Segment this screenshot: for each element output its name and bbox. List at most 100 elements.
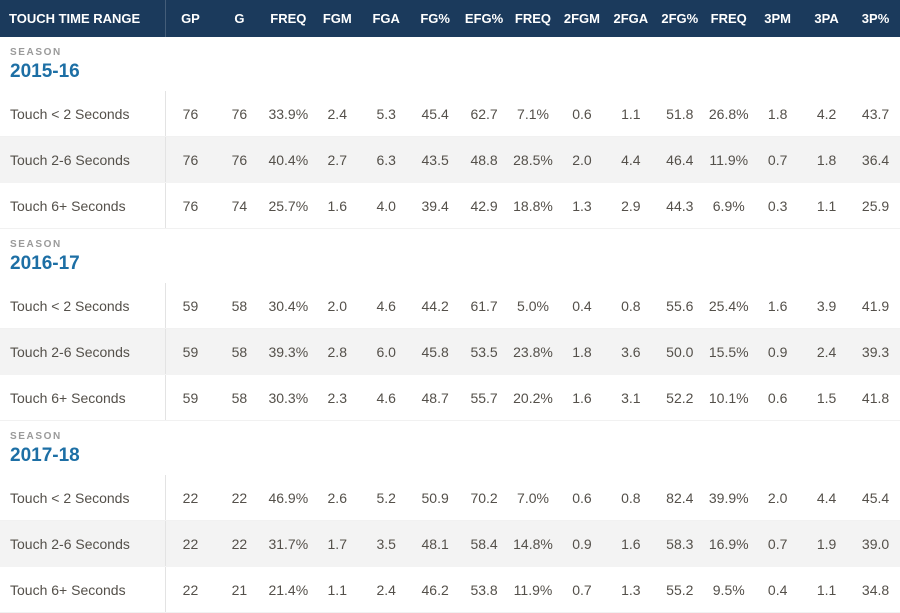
stat-value: 1.1: [621, 105, 641, 122]
stat-value: 0.7: [572, 581, 592, 598]
stat-value: 18.8%: [513, 197, 553, 214]
column-header-2fga-10[interactable]: 2FGA: [613, 11, 649, 26]
stat-value: 2.7: [327, 151, 347, 168]
table-row-touch-2-6-seconds: Touch 2-6 Seconds 59 58 39.3% 2.8 6.0 45.8 53.5…: [0, 329, 900, 375]
table-header: TOUCH TIME RANGE GP G FREQ FGM FGA FG% EFG% FREQ…: [0, 0, 900, 37]
column-header-3pa-14[interactable]: 3PA: [814, 11, 839, 26]
stat-value: 31.7%: [268, 535, 309, 552]
column-header-fg-6[interactable]: FG%: [420, 11, 450, 26]
stat-value: 5.0%: [517, 297, 549, 314]
stat-value: 1.3: [572, 197, 592, 214]
season-section-2015-16: SEASON 2015-16: [0, 37, 900, 91]
row-label: Touch 6+ Seconds: [0, 567, 166, 612]
column-header-g-2[interactable]: G: [234, 11, 245, 26]
stat-value: 30.3%: [268, 389, 309, 406]
stat-value: 58.3: [666, 535, 694, 552]
stat-value: 0.6: [767, 389, 788, 406]
stat-value: 45.4: [861, 489, 890, 506]
stat-value: 39.4: [421, 197, 449, 214]
stat-value: 55.2: [666, 581, 694, 598]
stat-value: 1.8: [816, 151, 837, 168]
stat-value: 0.7: [767, 151, 788, 168]
stat-value: 58: [231, 389, 248, 406]
stat-value: 7.0%: [517, 489, 549, 506]
stat-value: 46.4: [666, 151, 694, 168]
row-label: Touch < 2 Seconds: [0, 91, 166, 136]
stat-value: 1.3: [621, 581, 641, 598]
table-row-touch-2-6-seconds: Touch 2-6 Seconds 22 22 31.7% 1.7 3.5 48.1 58.4…: [0, 521, 900, 567]
stat-value: 3.1: [621, 389, 641, 406]
column-header-freq-8[interactable]: FREQ: [514, 11, 552, 26]
stat-value: 1.9: [816, 535, 837, 552]
table-row-touch-2-seconds: Touch < 2 Seconds 22 22 46.9% 2.6 5.2 50.9 70.2…: [0, 475, 900, 521]
stat-value: 4.0: [376, 197, 396, 214]
stat-value: 43.7: [861, 105, 890, 122]
stat-value: 28.5%: [513, 151, 553, 168]
table-body: SEASON 2015-16 Touch < 2 Seconds 76 76 33.9% 2…: [0, 37, 900, 613]
column-header-3p-15[interactable]: 3P%: [861, 11, 890, 26]
stat-value: 55.7: [470, 389, 498, 406]
stat-value: 40.4%: [268, 151, 309, 168]
stat-value: 0.4: [767, 581, 788, 598]
column-header-freq-3[interactable]: FREQ: [270, 11, 307, 26]
stat-value: 1.6: [767, 297, 788, 314]
column-header-3pm-13[interactable]: 3PM: [764, 11, 792, 26]
stat-value: 36.4: [861, 151, 890, 168]
stat-value: 51.8: [666, 105, 694, 122]
column-header-2fgm-9[interactable]: 2FGM: [563, 11, 600, 26]
stat-value: 76: [231, 151, 248, 168]
stat-value: 6.0: [376, 343, 396, 360]
table-row-touch-6-seconds: Touch 6+ Seconds 76 74 25.7% 1.6 4.0 39.4 42.9 1…: [0, 183, 900, 229]
row-label: Touch 6+ Seconds: [0, 183, 166, 228]
stat-value: 20.2%: [513, 389, 553, 406]
column-header-2fg-11[interactable]: 2FG%: [661, 11, 699, 26]
stat-value: 0.6: [572, 105, 592, 122]
stat-value: 0.9: [767, 343, 788, 360]
stat-value: 50.9: [421, 489, 449, 506]
column-header-efg-7[interactable]: EFG%: [464, 11, 504, 26]
stat-value: 22: [182, 581, 199, 598]
stat-value: 42.9: [470, 197, 498, 214]
stat-value: 76: [231, 105, 248, 122]
row-label: Touch 2-6 Seconds: [0, 521, 166, 566]
stat-value: 2.0: [767, 489, 788, 506]
season-section-2017-18: SEASON 2017-18: [0, 421, 900, 475]
stat-value: 39.3%: [268, 343, 309, 360]
stat-value: 1.6: [327, 197, 347, 214]
row-label: Touch 2-6 Seconds: [0, 329, 166, 374]
row-label: Touch 2-6 Seconds: [0, 137, 166, 182]
stat-value: 41.8: [861, 389, 890, 406]
season-year: 2017-18: [10, 445, 80, 466]
column-header-fgm-4[interactable]: FGM: [322, 11, 352, 26]
table-row-touch-6-seconds: Touch 6+ Seconds 22 21 21.4% 1.1 2.4 46.2 53.8 1…: [0, 567, 900, 613]
stat-value: 1.1: [816, 581, 837, 598]
row-label: Touch < 2 Seconds: [0, 475, 166, 520]
stat-value: 4.4: [816, 489, 837, 506]
stat-value: 15.5%: [708, 343, 749, 360]
column-header-touch-time-range[interactable]: TOUCH TIME RANGE: [0, 0, 166, 37]
stat-value: 2.4: [327, 105, 347, 122]
stat-value: 48.7: [421, 389, 449, 406]
stat-value: 30.4%: [268, 297, 309, 314]
stat-value: 44.3: [666, 197, 694, 214]
stat-value: 70.2: [470, 489, 498, 506]
stat-value: 61.7: [470, 297, 498, 314]
stat-value: 82.4: [666, 489, 694, 506]
stat-value: 6.3: [376, 151, 396, 168]
season-label: SEASON: [10, 239, 62, 250]
stat-value: 0.4: [572, 297, 592, 314]
column-header-fga-5[interactable]: FGA: [372, 11, 400, 26]
stat-value: 21.4%: [268, 581, 309, 598]
stat-value: 52.2: [666, 389, 694, 406]
stat-value: 3.9: [816, 297, 837, 314]
column-header-freq-12[interactable]: FREQ: [710, 11, 747, 26]
column-header-gp-1[interactable]: GP: [181, 11, 200, 26]
stat-value: 53.8: [470, 581, 498, 598]
stat-value: 22: [231, 489, 248, 506]
stat-value: 2.6: [327, 489, 347, 506]
season-section-2016-17: SEASON 2016-17: [0, 229, 900, 283]
stat-value: 53.5: [470, 343, 498, 360]
stat-value: 59: [182, 343, 199, 360]
stat-value: 45.4: [421, 105, 449, 122]
